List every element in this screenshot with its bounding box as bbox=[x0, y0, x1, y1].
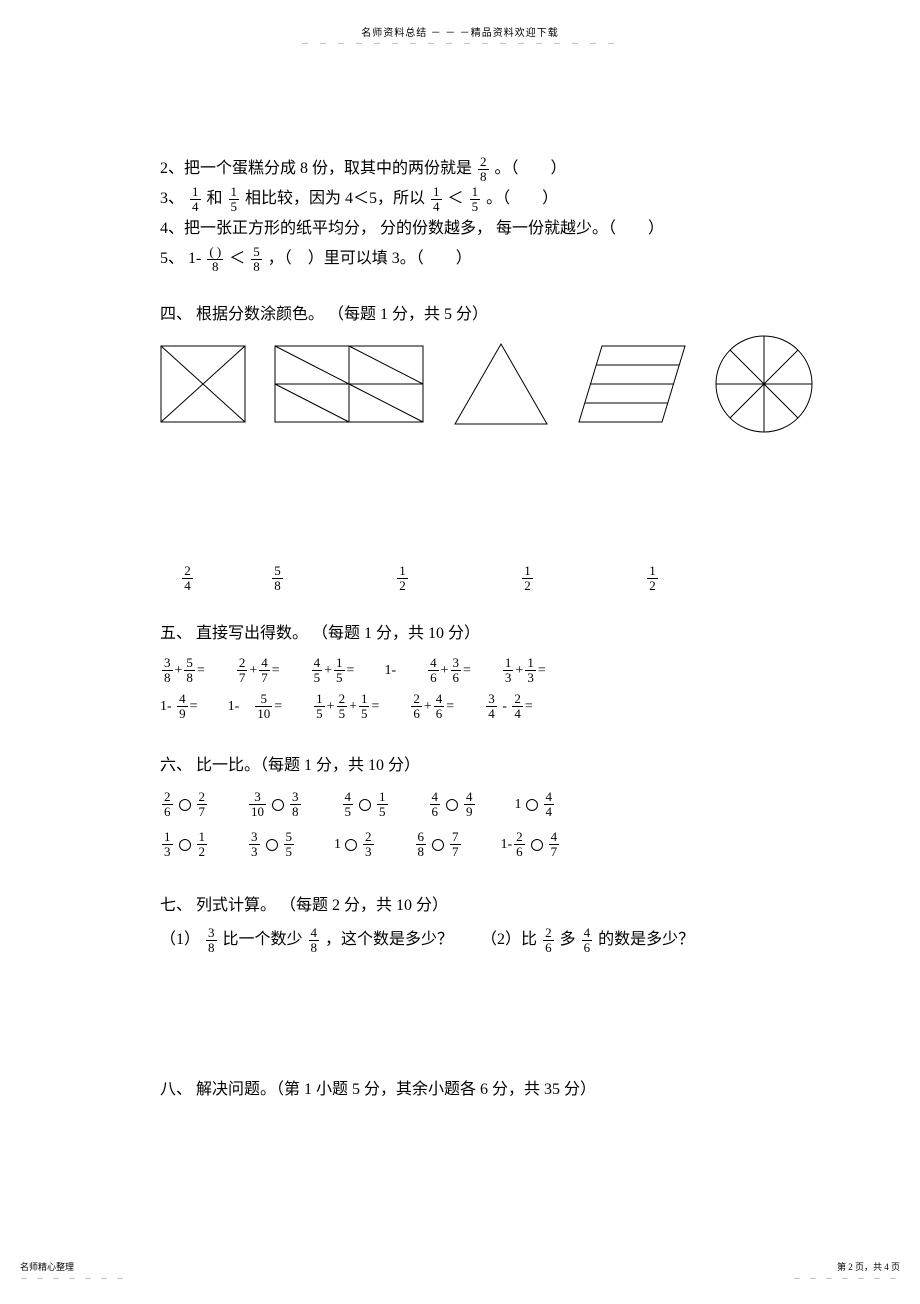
footer-left: 名师精心整理 － － － － － － － bbox=[20, 1260, 127, 1284]
wp1-f1: 38 bbox=[206, 926, 217, 955]
q3-p5: 。（ ） bbox=[486, 190, 558, 207]
shape-fraction-labels: 2458121212 bbox=[160, 564, 830, 593]
footer-left-text: 名师精心整理 bbox=[20, 1262, 74, 1272]
question-3: 3、 14 和 15 相比较，因为 4＜5，所以 14 ＜ 15 。（ ） bbox=[160, 184, 830, 214]
q5-f1: ( )8 bbox=[207, 245, 223, 274]
q3-f1: 14 bbox=[190, 185, 201, 214]
q3-f4: 15 bbox=[470, 185, 481, 214]
shape-rect-8 bbox=[274, 345, 424, 423]
footer-right-dots: － － － － － － － bbox=[793, 1273, 900, 1284]
section-5-title: 五、 直接写出得数。 （每题 1 分，共 10 分） bbox=[160, 619, 830, 643]
q3-f3: 14 bbox=[431, 185, 442, 214]
question-4: 4、把一张正方形的纸平均分， 分的份数越多， 每一份就越少。（ ） bbox=[160, 214, 830, 244]
wp2-f3: 26 bbox=[543, 926, 554, 955]
q5-p3: ，（ ）里可以填 3。（ ） bbox=[268, 250, 472, 267]
shape-square-x bbox=[160, 345, 246, 423]
calc-row-2: 1- 49=1- 510=15+25+15=26+46=34 - 24= bbox=[160, 689, 830, 725]
question-5: 5、 1- ( )8 ＜ 58 ，（ ）里可以填 3。（ ） bbox=[160, 244, 830, 274]
wp2-c: 的数是多少？ bbox=[598, 931, 694, 948]
shape-triangle bbox=[452, 341, 550, 427]
section-8-title: 八、 解决问题。（第 1 小题 5 分，其余小题各 6 分，共 35 分） bbox=[160, 1075, 830, 1099]
shape-circle-8 bbox=[714, 334, 814, 434]
q3-p3: 相比较，因为 4＜5，所以 bbox=[245, 190, 425, 207]
shape-parallelogram bbox=[578, 345, 686, 423]
wp1-a: （1） bbox=[160, 931, 200, 948]
compare-row-2: 1312335512368771-2647 bbox=[160, 825, 830, 865]
wp2-b: 多 bbox=[560, 931, 576, 948]
footer-right-text: 第 2 页，共 4 页 bbox=[837, 1262, 900, 1272]
q3-f2: 15 bbox=[229, 185, 240, 214]
q2-suffix: 。（ ） bbox=[495, 160, 567, 177]
q5-p2: ＜ bbox=[229, 250, 245, 267]
footer-right: 第 2 页，共 4 页 － － － － － － － bbox=[793, 1260, 900, 1284]
calc-row-1: 38+58=27+47=45+15=1-46+36=13+13= bbox=[160, 653, 830, 689]
wp1-f2: 48 bbox=[309, 926, 320, 955]
shapes-row bbox=[160, 334, 830, 434]
page-header: 名师资料总结 － － －精品资料欢迎下载 bbox=[0, 24, 920, 39]
question-2: 2、把一个蛋糕分成 8 份，取其中的两份就是 28 。（ ） bbox=[160, 154, 830, 184]
section-4-title: 四、 根据分数涂颜色。 （每题 1 分，共 5 分） bbox=[160, 300, 830, 324]
wp2-f4: 46 bbox=[582, 926, 593, 955]
q5-p1: 5、 1- bbox=[160, 250, 201, 267]
header-dots: － － － － － － － － － － － － － － － － － － bbox=[0, 38, 920, 49]
footer-left-dots: － － － － － － － bbox=[20, 1273, 127, 1284]
wp1-b: 比一个数少 bbox=[223, 931, 307, 948]
section-6-title: 六、 比一比。（每题 1 分，共 10 分） bbox=[160, 751, 830, 775]
q2-frac: 28 bbox=[478, 155, 489, 184]
word-problems: （1） 38 比一个数少 48 ，这个数是多少？ （2）比 26 多 46 的数… bbox=[160, 925, 830, 955]
q2-prefix: 2、把一个蛋糕分成 8 份，取其中的两份就是 bbox=[160, 160, 476, 177]
wp1-c: ，这个数是多少？ bbox=[325, 931, 453, 948]
q3-p2: 和 bbox=[207, 190, 223, 207]
compare-row-1: 26273103845154649144 bbox=[160, 785, 830, 825]
q5-f2: 58 bbox=[251, 245, 262, 274]
q3-p1: 3、 bbox=[160, 190, 188, 207]
wp2-a: （2）比 bbox=[457, 931, 537, 948]
section-7-title: 七、 列式计算。 （每题 2 分，共 10 分） bbox=[160, 891, 830, 915]
q3-p4: ＜ bbox=[448, 190, 464, 207]
